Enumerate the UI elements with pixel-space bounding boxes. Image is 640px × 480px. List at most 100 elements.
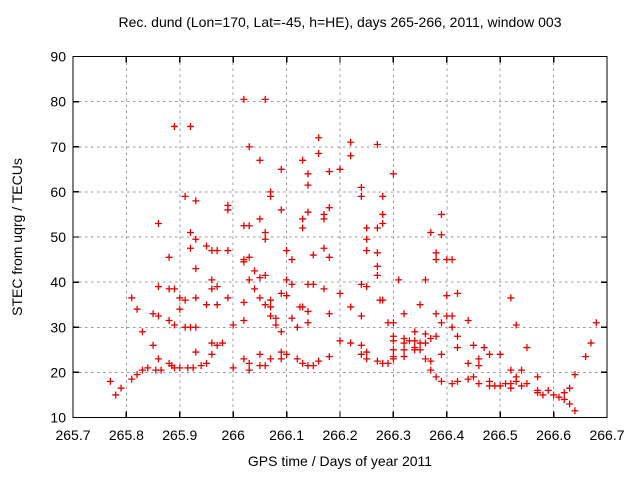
data-point	[555, 393, 563, 401]
data-point	[170, 122, 178, 130]
data-point	[550, 391, 558, 399]
data-point	[357, 312, 365, 320]
data-point	[189, 364, 197, 372]
data-point	[325, 253, 333, 261]
data-point	[432, 249, 440, 257]
data-point	[299, 359, 307, 367]
data-point	[496, 350, 504, 358]
data-point	[512, 321, 520, 329]
x-tick-label: 266.3	[376, 427, 411, 443]
data-point	[261, 301, 269, 309]
data-point	[325, 353, 333, 361]
data-point	[453, 377, 461, 385]
data-point	[197, 362, 205, 370]
y-axis-tick-labels: 10 20 30 40 50 60 70 80 90	[50, 49, 66, 426]
data-point	[208, 276, 216, 284]
x-tick-label: 265.7	[55, 427, 90, 443]
data-point	[272, 314, 280, 322]
data-point	[208, 339, 216, 347]
data-point	[309, 280, 317, 288]
data-point	[170, 321, 178, 329]
data-point	[325, 168, 333, 176]
data-point	[267, 188, 275, 196]
y-tick-label: 10	[50, 410, 66, 426]
data-point	[357, 192, 365, 200]
data-point	[592, 319, 600, 327]
data-point	[320, 285, 328, 293]
data-point	[357, 350, 365, 358]
data-point	[261, 95, 269, 103]
data-point	[373, 224, 381, 232]
data-point	[566, 400, 574, 408]
data-point	[582, 353, 590, 361]
data-point	[256, 350, 264, 358]
x-tick-label: 266.1	[269, 427, 304, 443]
data-point	[256, 274, 264, 282]
data-point	[277, 165, 285, 173]
data-point	[384, 359, 392, 367]
data-point	[192, 235, 200, 243]
data-point	[288, 256, 296, 264]
data-point	[448, 380, 456, 388]
data-point	[315, 150, 323, 158]
x-tick-label: 265.8	[109, 427, 144, 443]
data-point	[267, 312, 275, 320]
data-point	[357, 183, 365, 191]
data-point	[411, 328, 419, 336]
data-point	[229, 321, 237, 329]
data-point	[518, 366, 526, 374]
data-point	[138, 366, 146, 374]
data-point	[427, 366, 435, 374]
data-point	[421, 276, 429, 284]
data-point	[315, 357, 323, 365]
data-point	[421, 330, 429, 338]
data-point	[496, 382, 504, 390]
y-tick-label: 80	[50, 94, 66, 110]
data-point	[208, 285, 216, 293]
data-point	[245, 276, 253, 284]
data-point	[480, 344, 488, 352]
data-point	[192, 265, 200, 273]
data-point	[448, 312, 456, 320]
data-points	[106, 95, 600, 415]
data-point	[470, 373, 477, 381]
data-point	[347, 339, 355, 347]
data-point	[336, 165, 344, 173]
data-point	[432, 256, 440, 264]
data-point	[453, 332, 461, 340]
data-point	[320, 210, 328, 218]
data-point	[464, 316, 472, 324]
data-point	[176, 364, 184, 372]
data-point	[154, 283, 162, 291]
data-point	[357, 280, 365, 288]
data-point	[443, 292, 451, 300]
data-point	[229, 364, 237, 372]
data-point	[245, 222, 253, 230]
data-point	[267, 303, 275, 311]
data-point	[347, 152, 355, 160]
data-point	[192, 294, 200, 302]
chart-title: Rec. dund (Lon=170, Lat=-45, h=HE), days…	[119, 14, 562, 30]
data-point	[507, 380, 515, 388]
data-point	[240, 355, 248, 363]
data-point	[170, 285, 178, 293]
data-point	[240, 298, 248, 306]
data-point	[363, 247, 371, 255]
data-point	[277, 289, 285, 297]
data-point	[544, 386, 552, 394]
data-point	[363, 224, 371, 232]
data-point	[523, 344, 531, 352]
data-point	[363, 283, 371, 291]
data-point	[112, 391, 120, 399]
data-point	[373, 357, 381, 365]
data-point	[347, 303, 355, 311]
data-point	[240, 95, 248, 103]
data-point	[507, 366, 515, 374]
data-point	[534, 386, 542, 394]
y-tick-label: 60	[50, 184, 66, 200]
data-point	[432, 373, 440, 381]
data-point	[261, 235, 269, 243]
data-point	[272, 321, 280, 329]
data-point	[427, 357, 435, 365]
